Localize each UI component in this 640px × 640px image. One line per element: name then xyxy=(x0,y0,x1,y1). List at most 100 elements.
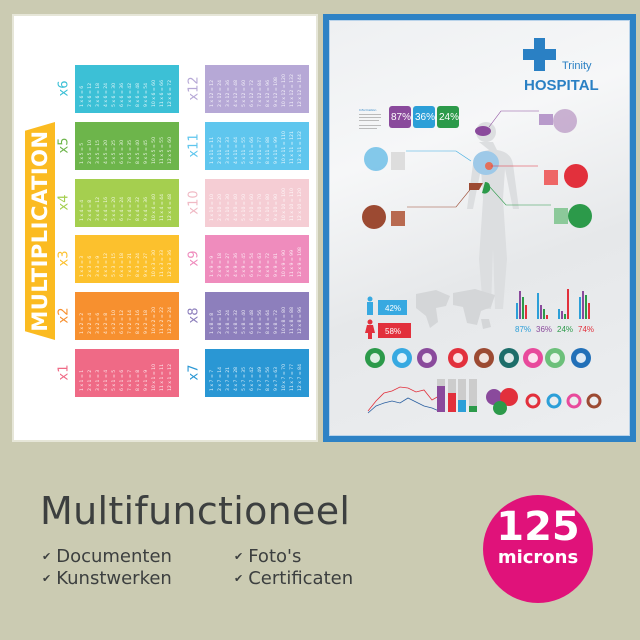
bar-stat-value: 24% xyxy=(557,325,573,334)
table-line: 7 x 9 = 63 xyxy=(257,252,263,277)
table-line: 7 x 3 = 21 xyxy=(127,252,133,277)
brain-organ xyxy=(475,126,491,136)
table-line: 9 x 12 = 108 xyxy=(273,77,279,107)
table-line: 9 x 10 = 90 xyxy=(273,193,279,221)
table-line: 10 x 9 = 90 xyxy=(281,249,287,277)
table-line: 6 x 3 = 18 xyxy=(119,252,125,277)
table-line: 12 x 9 = 108 xyxy=(297,247,303,277)
table-line: 11 x 5 = 55 xyxy=(159,136,165,164)
table-line: 11 x 12 = 132 xyxy=(289,74,295,107)
table-line: 4 x 11 = 44 xyxy=(233,136,239,164)
bar xyxy=(567,289,569,319)
table-line: 9 x 5 = 45 xyxy=(143,139,149,164)
liver-organ xyxy=(469,183,483,190)
lungs-icon-glyph xyxy=(397,353,407,363)
feature-item: ✔ Certificaten xyxy=(234,568,354,589)
table-line: 4 x 2 = 8 xyxy=(103,312,109,334)
bar xyxy=(546,315,548,319)
table-line: 9 x 6 = 54 xyxy=(143,82,149,107)
table-line: 12 x 11 = 132 xyxy=(297,131,303,164)
stomach-organ xyxy=(482,182,491,194)
table-line: 6 x 7 = 42 xyxy=(249,366,255,391)
mini-bar-graphs xyxy=(391,114,568,226)
table-label: x5 xyxy=(56,137,72,154)
table-line: 11 x 3 = 33 xyxy=(159,249,165,277)
table-line: 5 x 4 = 20 xyxy=(111,196,117,221)
table-line: 11 x 9 = 99 xyxy=(289,249,295,277)
bar-stat-value: 74% xyxy=(578,325,594,334)
bar-stat-value: 36% xyxy=(536,325,552,334)
table-line: 8 x 11 = 88 xyxy=(265,136,271,164)
table-line: 12 x 1 = 12 xyxy=(167,363,173,391)
table-line: 8 x 7 = 56 xyxy=(265,366,271,391)
table-line: 5 x 1 = 5 xyxy=(111,369,117,391)
stomach-icon-glyph xyxy=(370,353,380,363)
bar xyxy=(561,311,563,319)
hospital-cross-icon xyxy=(523,38,556,71)
table-line: 1 x 12 = 12 xyxy=(209,79,215,107)
table-line: 1 x 10 = 10 xyxy=(209,193,215,221)
bar xyxy=(564,314,566,319)
table-line: 1 x 6 = 6 xyxy=(79,85,85,107)
stat-value: 36% xyxy=(415,112,435,123)
table-line: 11 x 7 = 77 xyxy=(289,363,295,391)
info-text-lines xyxy=(359,114,381,129)
table-line: 7 x 2 = 14 xyxy=(127,309,133,334)
badge-unit: microns xyxy=(497,547,579,568)
heart-organ-icon xyxy=(564,164,588,188)
table-line: 1 x 11 = 11 xyxy=(209,136,215,164)
table-line: 7 x 1 = 7 xyxy=(127,369,133,391)
column-chart xyxy=(437,379,477,412)
table-line: 3 x 12 = 36 xyxy=(225,79,231,107)
table-line: 10 x 1 = 10 xyxy=(151,363,157,391)
table-line: 12 x 5 = 60 xyxy=(167,136,173,164)
brain-icon xyxy=(553,109,577,133)
table-label: x7 xyxy=(186,364,202,381)
table-line: 4 x 7 = 28 xyxy=(233,366,239,391)
female-bar xyxy=(378,323,411,338)
times-table-10: 1 x 10 = 10 2 x 10 = 20 3 x 10 = 30 4 x 10 … xyxy=(205,179,309,227)
table-line: 6 x 6 = 36 xyxy=(119,82,125,107)
table-line: 11 x 6 = 66 xyxy=(159,79,165,107)
table-line: 5 x 5 = 25 xyxy=(111,139,117,164)
table-line: 5 x 6 = 30 xyxy=(111,82,117,107)
table-label: x1 xyxy=(56,364,72,381)
table-line: 10 x 10 = 100 xyxy=(281,188,287,221)
table-line: 1 x 7 = 7 xyxy=(209,369,215,391)
male-icon-body xyxy=(367,302,373,315)
heart-organ-icon-glyph xyxy=(453,353,463,363)
bar xyxy=(585,295,587,319)
table-line: 6 x 10 = 60 xyxy=(249,193,255,221)
brain-icon-glyph xyxy=(422,353,432,363)
table-line: 1 x 8 = 8 xyxy=(209,312,215,334)
table-line: 2 x 1 = 2 xyxy=(87,369,93,391)
table-line: 5 x 11 = 55 xyxy=(241,136,247,164)
table-line: 3 x 8 = 24 xyxy=(225,309,231,334)
liver-icon xyxy=(362,205,386,229)
hospital-poster: Trinity HOSPITAL Information 87% 36% 24% xyxy=(329,20,630,436)
table-line: 9 x 1 = 9 xyxy=(143,369,149,391)
table-line: 9 x 9 = 81 xyxy=(273,252,279,277)
table-line: 12 x 6 = 72 xyxy=(167,79,173,107)
tooth-icon-glyph xyxy=(504,353,514,363)
bar xyxy=(540,305,542,319)
table-line: 10 x 8 = 80 xyxy=(281,306,287,334)
table-line: 8 x 6 = 48 xyxy=(135,82,141,107)
table-label: x4 xyxy=(56,194,72,211)
table-line: 3 x 11 = 33 xyxy=(225,136,231,164)
check-icon: ✔ xyxy=(234,572,244,585)
table-line: 12 x 3 = 36 xyxy=(167,249,173,277)
table-line: 2 x 9 = 18 xyxy=(217,252,223,277)
bar-stat-value: 87% xyxy=(515,325,531,334)
table-line: 4 x 9 = 36 xyxy=(233,252,239,277)
table-line: 7 x 12 = 84 xyxy=(257,79,263,107)
line-chart xyxy=(367,386,440,414)
table-line: 12 x 12 = 144 xyxy=(297,74,303,107)
table-line: 12 x 10 = 120 xyxy=(297,188,303,221)
table-line: 6 x 2 = 12 xyxy=(119,309,125,334)
table-line: 10 x 3 = 30 xyxy=(151,249,157,277)
